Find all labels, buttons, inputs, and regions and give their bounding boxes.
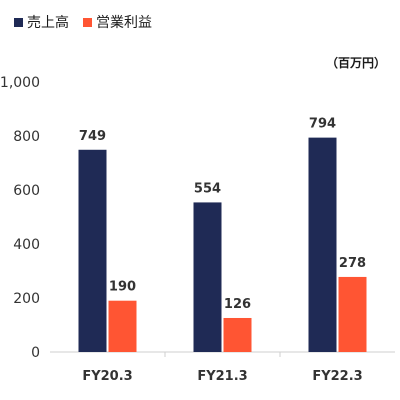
y-tick-label: 1,000 (0, 75, 40, 91)
y-tick-label: 800 (13, 129, 40, 145)
x-tick-label: FY22.3 (312, 369, 362, 384)
legend-swatch-sales (14, 17, 23, 27)
data-label-sales: 749 (79, 129, 106, 144)
bar-operating-profit (223, 317, 252, 352)
y-tick-label: 400 (13, 237, 40, 253)
legend: 売上高 営業利益 (14, 12, 152, 32)
data-label-operating-profit: 278 (339, 256, 366, 271)
data-label-sales: 794 (309, 117, 336, 132)
y-tick-label: 200 (13, 291, 40, 307)
y-tick-label: 0 (31, 345, 40, 361)
bar-operating-profit (108, 300, 137, 352)
legend-swatch-operating-profit (83, 17, 92, 27)
legend-label-operating-profit: 営業利益 (96, 15, 152, 31)
data-label-operating-profit: 190 (109, 280, 136, 295)
data-label-sales: 554 (194, 181, 221, 196)
x-tick-label: FY21.3 (197, 369, 247, 384)
y-tick-label: 600 (13, 183, 40, 199)
bar-sales (308, 137, 337, 352)
bar-sales (78, 149, 107, 352)
legend-item-sales: 売上高 (14, 12, 69, 32)
bar-operating-profit (338, 276, 367, 352)
x-tick-label: FY20.3 (82, 369, 132, 384)
legend-item-operating-profit: 営業利益 (83, 12, 152, 32)
bar-sales (193, 202, 222, 352)
data-label-operating-profit: 126 (224, 297, 251, 312)
legend-label-sales: 売上高 (27, 15, 69, 31)
unit-label: （百万円） (325, 56, 386, 70)
